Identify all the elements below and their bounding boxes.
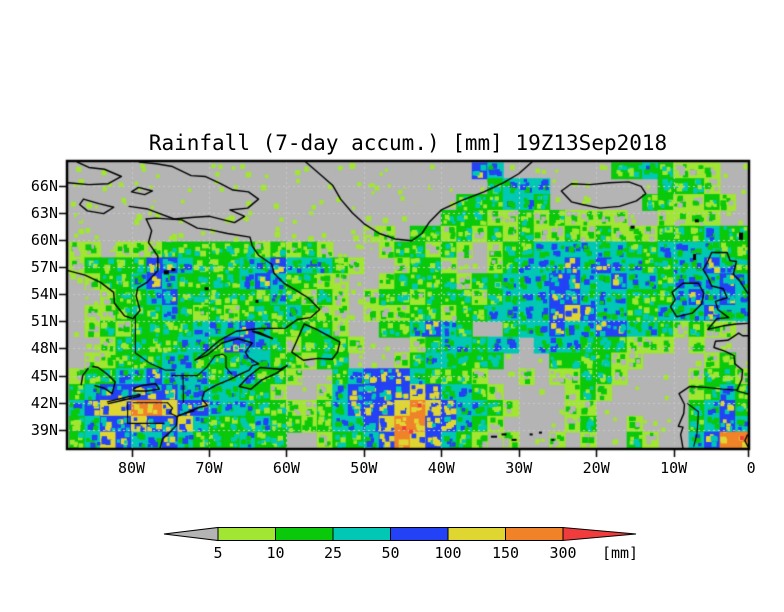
y-tick-label: 45N bbox=[30, 366, 58, 385]
x-tick-label: 10W bbox=[660, 459, 688, 477]
colorbar-tick-label: 100 bbox=[434, 544, 462, 562]
chart-title: Rainfall (7-day accum.) [mm] 19Z13Sep201… bbox=[148, 131, 668, 155]
colorbar-box bbox=[447, 527, 506, 541]
x-tick-label: 70W bbox=[195, 459, 223, 477]
colorbar-box bbox=[217, 527, 276, 541]
x-tick-label: 80W bbox=[117, 459, 146, 477]
y-tick-label: 57N bbox=[30, 257, 58, 276]
y-tick-label: 39N bbox=[30, 420, 58, 439]
colorbar-box bbox=[332, 527, 391, 541]
colorbar-tick-label: 25 bbox=[323, 544, 343, 562]
colorbar-box bbox=[390, 527, 449, 541]
x-tick-label: 40W bbox=[427, 459, 455, 477]
colorbar-tick-label: 10 bbox=[266, 544, 285, 562]
colorbar-tick-label: 150 bbox=[491, 544, 520, 562]
colorbar-underflow-arrow-icon bbox=[163, 526, 219, 542]
colorbar-box bbox=[505, 527, 564, 541]
colorbar-tick-label: 300 bbox=[549, 544, 577, 562]
colorbar-tick-label: 50 bbox=[381, 544, 400, 562]
y-tick-label: 60N bbox=[30, 230, 58, 249]
y-tick-label: 42N bbox=[30, 393, 58, 412]
y-tick-label: 51N bbox=[30, 312, 58, 331]
x-tick-label: 50W bbox=[350, 459, 378, 477]
y-tick-label: 54N bbox=[30, 285, 58, 304]
x-tick-label: 30W bbox=[505, 459, 533, 477]
colorbar-overflow-arrow-icon bbox=[562, 526, 637, 542]
colorbar bbox=[163, 526, 637, 542]
x-tick-label: 20W bbox=[582, 459, 610, 477]
colorbar-tick-label: 5 bbox=[213, 544, 223, 562]
colorbar-svg bbox=[163, 526, 637, 542]
y-tick-label: 48N bbox=[30, 339, 58, 358]
x-tick-label: 60W bbox=[272, 459, 300, 477]
y-tick-label: 63N bbox=[30, 203, 58, 222]
colorbar-unit-label: [mm] bbox=[601, 544, 639, 562]
x-tick-label: 0 bbox=[746, 459, 756, 477]
y-tick-label: 66N bbox=[30, 176, 58, 195]
colorbar-box bbox=[275, 527, 334, 541]
